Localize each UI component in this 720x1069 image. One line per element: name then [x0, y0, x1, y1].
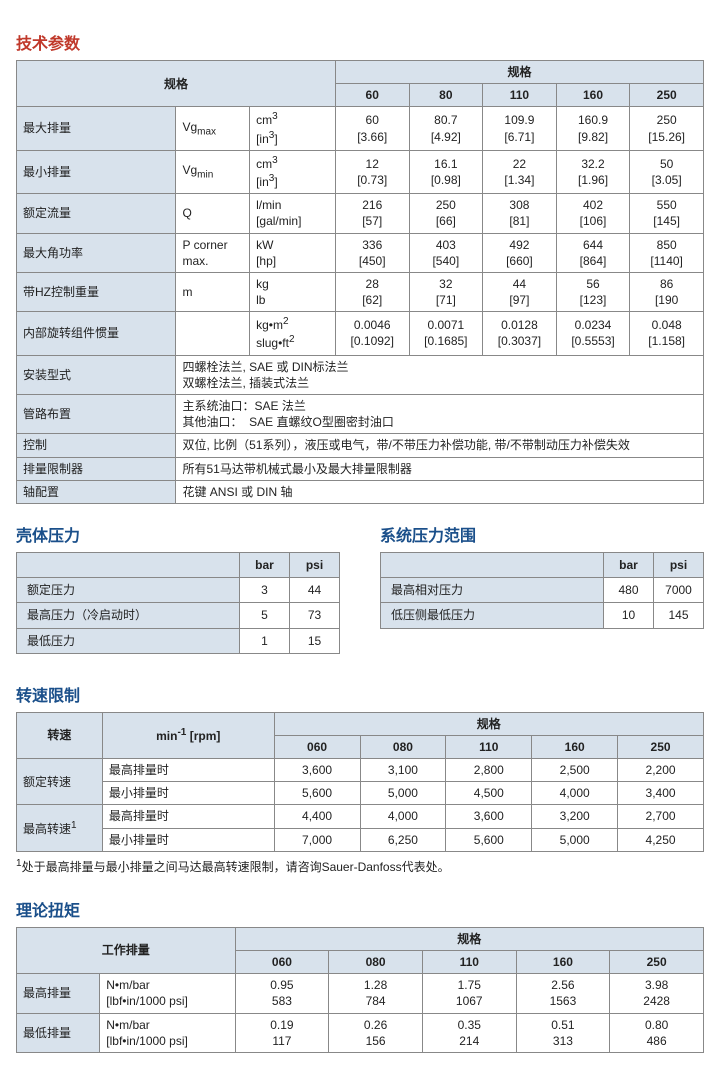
- torque-table: 工作排量规格060080110160250最高排量N•m/bar[lbf•in/…: [16, 927, 704, 1053]
- title-sysrange: 系统压力范围: [380, 522, 704, 546]
- title-speed: 转速限制: [16, 682, 704, 706]
- shell-table: barpsi额定压力344最高压力（冷启动时）573最低压力115: [16, 552, 340, 654]
- sysrange-table: barpsi最高相对压力4807000低压侧最低压力10145: [380, 552, 704, 629]
- tech-params-table: 规格规格6080110160250最大排量Vgmaxcm3[in3]60[3.6…: [16, 60, 704, 504]
- title-torque: 理论扭矩: [16, 897, 704, 921]
- title-tech: 技术参数: [16, 30, 704, 54]
- speed-note: 1处于最高排量与最小排量之间马达最高转速限制，请咨询Sauer-Danfoss代…: [16, 858, 704, 875]
- speed-table: 转速min-1 [rpm]规格060080110160250额定转速最高排量时3…: [16, 712, 704, 852]
- title-shell: 壳体压力: [16, 522, 340, 546]
